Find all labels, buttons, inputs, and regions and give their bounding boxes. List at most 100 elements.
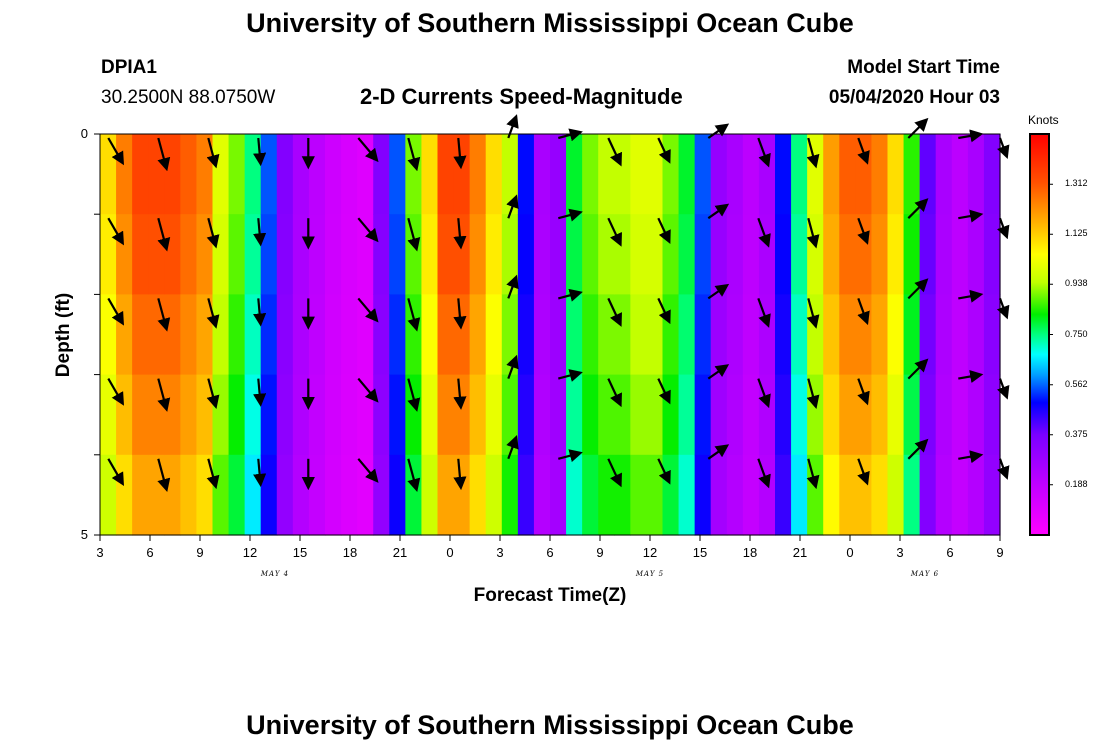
heatmap-cell <box>517 374 535 456</box>
heatmap-cell <box>373 214 390 295</box>
heatmap-cell <box>839 214 856 295</box>
heatmap-cell <box>919 374 937 456</box>
heatmap-cell <box>325 294 342 376</box>
heatmap-cell <box>550 374 567 456</box>
heatmap-cell <box>871 294 889 376</box>
heatmap-cell <box>630 214 648 295</box>
heatmap-cell <box>614 374 631 456</box>
heatmap-cell <box>646 374 664 456</box>
heatmap-cell <box>566 134 583 215</box>
heatmap-cell <box>228 134 246 215</box>
colorbar-ticks <box>1049 183 1053 486</box>
current-arrow <box>958 129 984 143</box>
heatmap-cell <box>855 374 873 456</box>
heatmap-cell <box>260 134 278 215</box>
colorbar-tick-label: 0.375 <box>1065 428 1088 439</box>
x-tick-label: 12 <box>242 545 258 560</box>
heatmap-cell <box>260 294 278 376</box>
current-arrow <box>157 458 171 493</box>
x-tick-label: 21 <box>792 545 808 560</box>
current-arrow <box>357 217 379 243</box>
heatmap-cell <box>501 454 519 536</box>
current-arrow <box>206 458 220 490</box>
x-tick-label: 18 <box>742 545 758 560</box>
x-tick-label: 18 <box>342 545 358 560</box>
heatmap-cell <box>132 454 149 536</box>
heatmap-cell <box>678 214 696 295</box>
heatmap-cell <box>469 214 487 295</box>
x-tick-label: 0 <box>846 545 854 560</box>
y-axis-ticks <box>94 133 100 536</box>
heatmap-cell <box>180 294 198 376</box>
heatmap-cell <box>485 134 503 215</box>
x-axis-ticks <box>99 535 1001 541</box>
plot-title: 2-D Currents Speed-Magnitude <box>360 84 683 109</box>
heatmap-cell <box>935 454 953 536</box>
current-arrow <box>206 137 220 169</box>
heatmap-cell <box>871 214 889 295</box>
heatmap-cell <box>983 214 1001 295</box>
heatmap-cell <box>148 134 165 215</box>
heatmap-cell <box>694 454 712 536</box>
current-arrow <box>657 297 671 325</box>
heatmap-cell <box>887 134 905 215</box>
current-arrow <box>107 297 124 326</box>
current-arrow <box>157 298 171 332</box>
heatmap-cell <box>212 374 230 456</box>
heatmap-cell <box>935 294 953 376</box>
heatmap-cell <box>726 454 744 536</box>
current-arrow <box>958 289 984 303</box>
current-arrow <box>806 298 820 329</box>
x-tick-label: 3 <box>896 545 904 560</box>
heatmap-cell <box>485 214 503 295</box>
heatmap-cell <box>678 454 696 536</box>
heatmap-cell <box>453 214 471 295</box>
current-arrow <box>453 218 467 250</box>
current-arrow <box>506 114 519 139</box>
heatmap-cell <box>710 374 728 456</box>
heatmap-cell <box>646 454 664 536</box>
current-vectors <box>107 114 1010 493</box>
current-arrow <box>996 378 1010 400</box>
heatmap-cell <box>662 294 680 376</box>
heatmap-cell <box>871 454 889 536</box>
current-arrow <box>453 458 467 491</box>
heatmap-cell <box>726 374 744 456</box>
heatmap-cell <box>630 134 648 215</box>
heatmap-cell <box>919 214 937 295</box>
heatmap-cell <box>919 134 937 215</box>
model-start-value: 05/04/2020 Hour 03 <box>828 87 1000 108</box>
heatmap-cell <box>308 134 326 215</box>
heatmap-cell <box>341 214 358 295</box>
heatmap-cell <box>678 374 696 456</box>
heatmap-cell <box>501 294 519 376</box>
heatmap-cell <box>148 374 165 456</box>
colorbar-tick-label: 0.188 <box>1065 478 1088 489</box>
heatmap-cell <box>116 294 133 376</box>
heatmap-cell <box>823 454 840 536</box>
day-label: MAY 6 <box>910 570 940 578</box>
heatmap-cell <box>485 294 503 376</box>
current-arrow <box>453 378 467 410</box>
current-arrow <box>506 354 519 379</box>
current-arrow <box>407 458 421 493</box>
heatmap-cell <box>341 294 358 376</box>
current-arrow <box>357 137 379 163</box>
heatmap-cell <box>164 454 181 536</box>
current-arrow <box>357 297 379 323</box>
heatmap-cell <box>710 454 728 536</box>
heatmap-cell <box>951 294 969 376</box>
heatmap-cell <box>951 454 969 536</box>
heatmap-cell <box>566 214 583 295</box>
heatmap-cell <box>116 214 133 295</box>
heatmap-cell <box>823 134 840 215</box>
y-axis-label: Depth (ft) <box>53 292 74 378</box>
heatmap-cell <box>919 294 937 376</box>
colorbar-tick-label: 1.312 <box>1065 178 1088 189</box>
heatmap-cell <box>292 134 310 215</box>
heatmap-cell <box>164 374 181 456</box>
x-axis-label: Forecast Time(Z) <box>473 585 627 606</box>
x-tick-label: 0 <box>446 545 454 560</box>
heatmap-cell <box>855 134 873 215</box>
current-arrow <box>506 274 519 299</box>
